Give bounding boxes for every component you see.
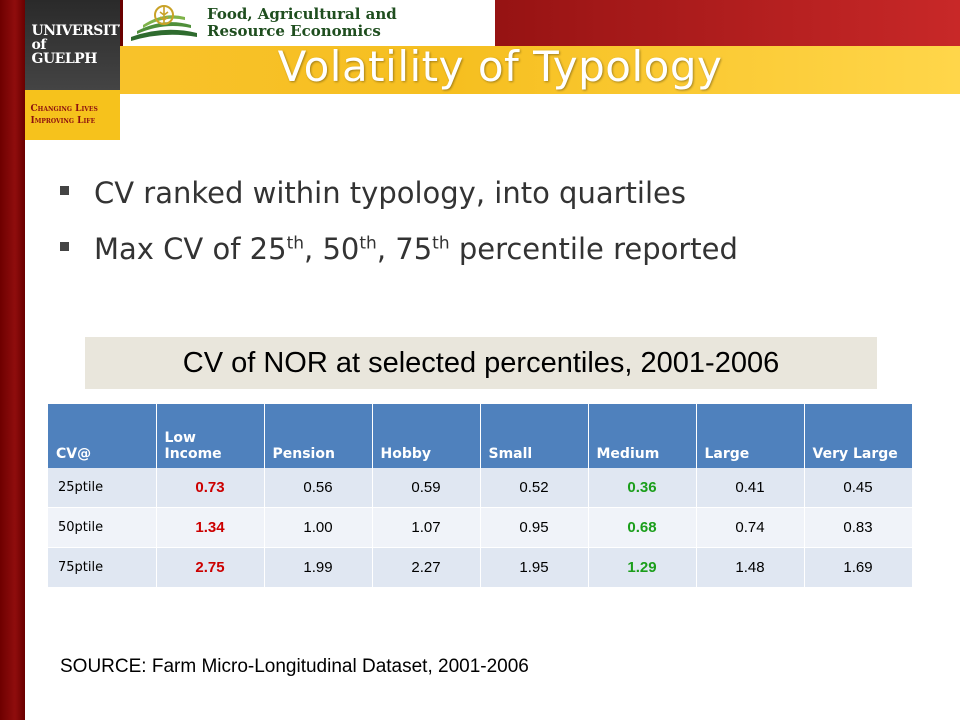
table-cell: 2.27 xyxy=(372,547,481,588)
table-row: 75ptile 2.75 1.99 2.27 1.95 1.29 1.48 1.… xyxy=(48,547,913,588)
table-cell: 1.07 xyxy=(372,507,481,548)
department-name: Food, Agricultural and Resource Economic… xyxy=(207,5,397,40)
square-bullet-icon xyxy=(60,186,69,195)
university-wordmark: UNIVERSITY of GUELPH xyxy=(25,0,129,90)
table-cell: 1.69 xyxy=(804,547,913,588)
table-cell: 1.95 xyxy=(480,547,589,588)
table-cell: 0.56 xyxy=(264,468,373,508)
slide-title: Volatility of Typology xyxy=(277,42,723,91)
table-cell: 1.48 xyxy=(696,547,805,588)
table-cell: 0.45 xyxy=(804,468,913,508)
table-cell: 0.74 xyxy=(696,507,805,548)
row-label: 25ptile xyxy=(48,468,157,508)
bullet-text: Max CV of 25th, 50th, 75th percentile re… xyxy=(94,232,738,266)
source-note: SOURCE: Farm Micro-Longitudinal Dataset,… xyxy=(60,656,529,677)
table-cell: 0.36 xyxy=(588,468,697,508)
table-cell: 1.00 xyxy=(264,507,373,548)
bullet-item: Max CV of 25th, 50th, 75th percentile re… xyxy=(60,232,940,288)
table-cell: 0.41 xyxy=(696,468,805,508)
left-accent-bar xyxy=(0,0,25,720)
column-header: Very Large xyxy=(804,404,913,468)
bullet-list: CV ranked within typology, into quartile… xyxy=(60,176,940,288)
table-cell: 1.99 xyxy=(264,547,373,588)
tagline-box: Changing Lives Improving Life xyxy=(25,90,120,140)
table-cell: 0.68 xyxy=(588,507,697,548)
column-header: Hobby xyxy=(372,404,481,468)
table-cell: 0.59 xyxy=(372,468,481,508)
university-logo: UNIVERSITY of GUELPH Changing Lives Impr… xyxy=(25,0,129,140)
table-cell: 0.95 xyxy=(480,507,589,548)
table-cell: 0.52 xyxy=(480,468,589,508)
column-header: CV@ xyxy=(48,404,157,468)
column-header: Pension xyxy=(264,404,373,468)
table-caption: CV of NOR at selected percentiles, 2001-… xyxy=(85,337,877,389)
wheat-emblem-icon xyxy=(131,5,197,41)
table-cell: 1.29 xyxy=(588,547,697,588)
title-band xyxy=(120,46,960,94)
department-logo: Food, Agricultural and Resource Economic… xyxy=(123,0,495,46)
row-label: 50ptile xyxy=(48,507,157,548)
table-cell: 0.73 xyxy=(156,468,265,508)
table-header-row: CV@ Low Income Pension Hobby Small Mediu… xyxy=(48,404,913,468)
column-header: Small xyxy=(480,404,589,468)
square-bullet-icon xyxy=(60,242,69,251)
table-cell: 0.83 xyxy=(804,507,913,548)
table-cell: 2.75 xyxy=(156,547,265,588)
bullet-text: CV ranked within typology, into quartile… xyxy=(94,176,686,210)
row-label: 75ptile xyxy=(48,547,157,588)
column-header: Large xyxy=(696,404,805,468)
column-header: Low Income xyxy=(156,404,265,468)
table-row: 50ptile 1.34 1.00 1.07 0.95 0.68 0.74 0.… xyxy=(48,507,913,548)
column-header: Medium xyxy=(588,404,697,468)
table-row: 25ptile 0.73 0.56 0.59 0.52 0.36 0.41 0.… xyxy=(48,468,913,508)
bullet-item: CV ranked within typology, into quartile… xyxy=(60,176,940,232)
table-cell: 1.34 xyxy=(156,507,265,548)
university-name: UNIVERSITY of GUELPH xyxy=(31,23,129,67)
tagline: Changing Lives Improving Life xyxy=(30,104,98,126)
cv-table: CV@ Low Income Pension Hobby Small Mediu… xyxy=(48,404,913,588)
